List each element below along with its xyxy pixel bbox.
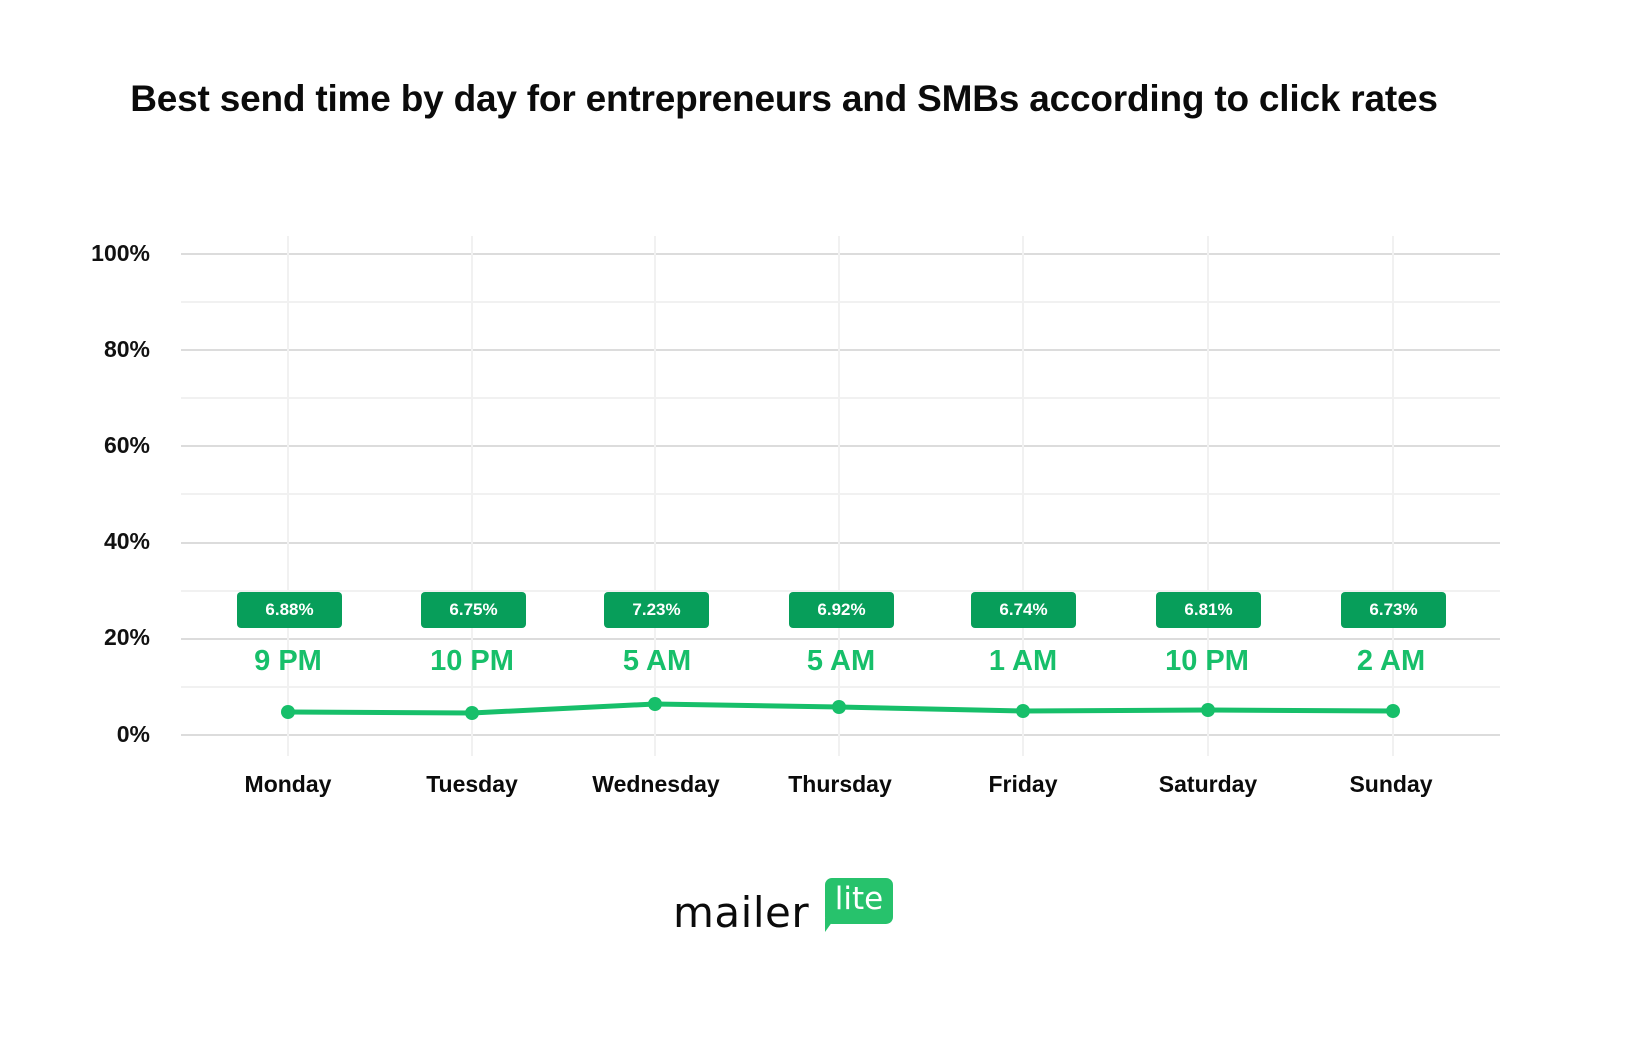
major-gridline — [181, 349, 1500, 351]
vertical-gridline — [1022, 236, 1024, 756]
value-badge: 6.92% — [789, 592, 894, 628]
major-gridline — [181, 734, 1500, 736]
minor-gridline — [181, 397, 1500, 399]
value-badge: 6.75% — [421, 592, 526, 628]
major-gridline — [181, 542, 1500, 544]
data-point[interactable] — [1016, 704, 1030, 718]
x-tick-label: Tuesday — [426, 771, 518, 797]
logo-wordmark: mailer — [673, 888, 810, 937]
logo-badge-text: lite — [834, 881, 884, 917]
value-badge: 6.81% — [1156, 592, 1261, 628]
value-badge: 7.23% — [604, 592, 709, 628]
vertical-gridline — [471, 236, 473, 756]
best-time-label: 9 PM — [254, 645, 322, 677]
x-tick-label: Sunday — [1349, 771, 1433, 797]
best-time-label: 1 AM — [988, 645, 1058, 677]
data-point[interactable] — [832, 700, 846, 714]
value-badge: 6.73% — [1341, 592, 1446, 628]
vertical-gridline — [287, 236, 289, 756]
value-badge: 6.74% — [971, 592, 1076, 628]
vertical-gridline — [1392, 236, 1394, 756]
x-tick-label: Monday — [244, 771, 332, 797]
chart-title: Best send time by day for entrepreneurs … — [130, 78, 1438, 119]
data-point[interactable] — [648, 697, 662, 711]
data-point[interactable] — [281, 705, 295, 719]
best-time-label: 5 AM — [622, 645, 692, 677]
best-time-label: 10 PM — [430, 645, 514, 677]
x-tick-label: Saturday — [1158, 771, 1258, 797]
minor-gridline — [181, 493, 1500, 495]
y-tick-label: 20% — [103, 624, 150, 650]
minor-gridline — [181, 686, 1500, 688]
speech-bubble-tail-icon — [825, 918, 835, 932]
best-time-label: 10 PM — [1165, 645, 1249, 677]
best-time-label: 5 AM — [806, 645, 876, 677]
y-tick-label: 40% — [103, 528, 150, 554]
mailerlite-logo: mailer lite — [673, 878, 895, 937]
data-point[interactable] — [465, 706, 479, 720]
minor-gridline — [181, 590, 1500, 592]
data-point[interactable] — [1386, 704, 1400, 718]
speech-bubble-icon — [825, 878, 893, 924]
major-gridline — [181, 638, 1500, 640]
y-tick-label: 100% — [91, 240, 150, 266]
data-point[interactable] — [1201, 703, 1215, 717]
x-tick-label: Thursday — [788, 771, 892, 797]
major-gridline — [181, 253, 1500, 255]
y-tick-label: 60% — [103, 432, 150, 458]
value-badge: 6.88% — [237, 592, 342, 628]
vertical-gridline — [654, 236, 656, 756]
x-tick-label: Wednesday — [592, 771, 720, 797]
best-time-label: 2 AM — [1356, 645, 1426, 677]
y-tick-label: 0% — [116, 721, 150, 747]
vertical-gridline — [1207, 236, 1209, 756]
x-tick-label: Friday — [988, 771, 1058, 797]
minor-gridline — [181, 301, 1500, 303]
y-tick-label: 80% — [103, 336, 150, 362]
vertical-gridline — [838, 236, 840, 756]
major-gridline — [181, 445, 1500, 447]
